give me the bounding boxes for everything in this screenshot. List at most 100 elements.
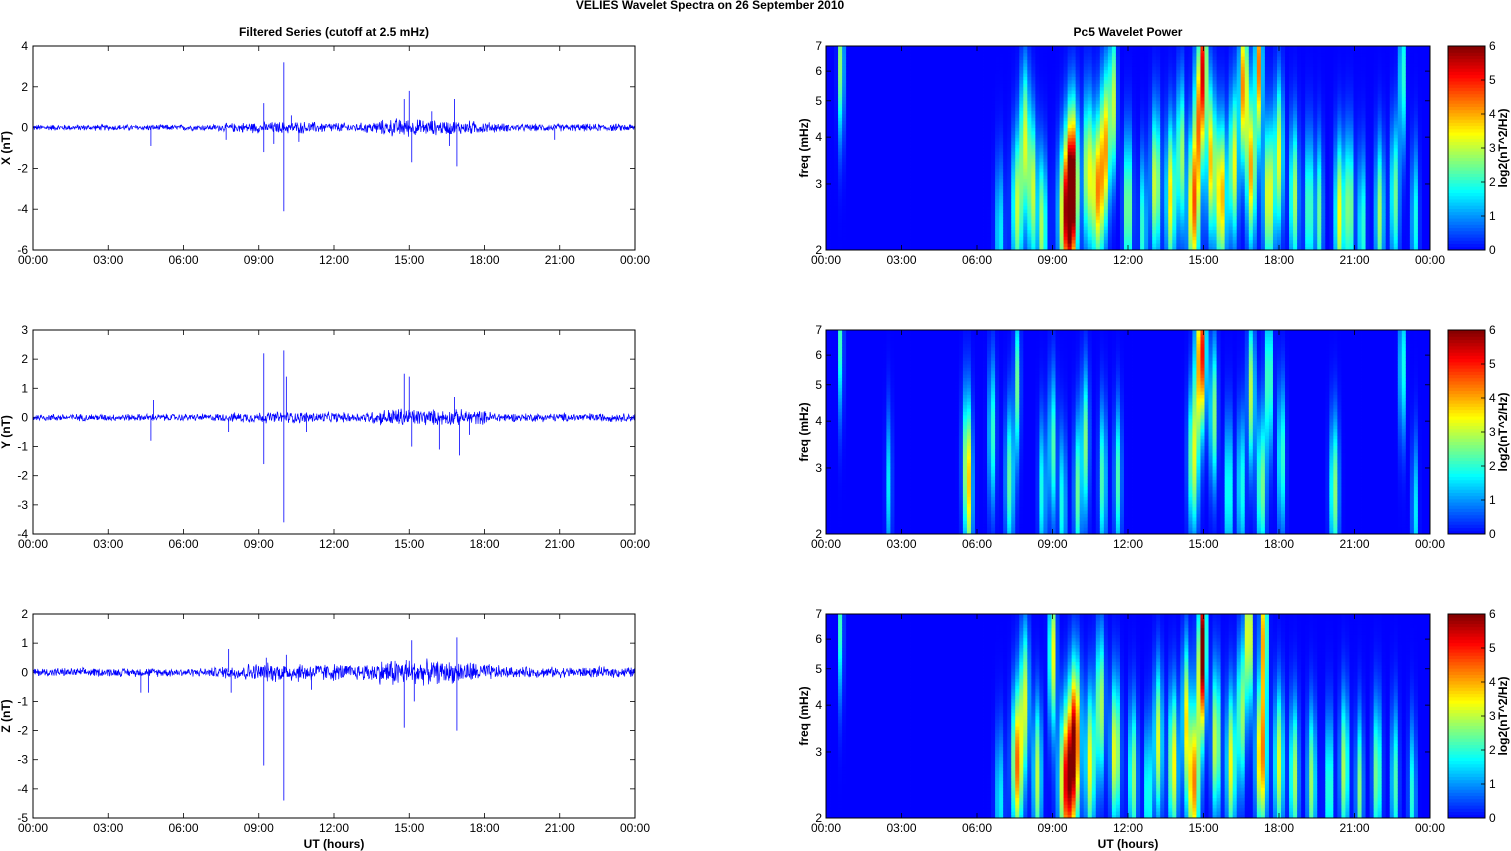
heatmap-cell [826,77,830,81]
heatmap-cell [907,226,911,230]
heatmap-cell [903,100,907,104]
heatmap-cell [878,196,882,200]
heatmap-cell [882,145,886,149]
heatmap-cell [874,100,878,104]
heatmap-cell [850,124,854,128]
heatmap-cell [967,56,971,60]
heatmap-cell [830,49,834,53]
heatmap-cell [911,192,915,196]
heatmap-cell [1072,80,1076,84]
heatmap-cell [911,240,915,244]
heatmap-cell [907,70,911,74]
heatmap-cell [991,226,995,230]
heatmap-cell [943,128,947,132]
heatmap-cell [939,73,943,77]
heatmap-cell [995,46,999,50]
heatmap-cell [1019,77,1023,81]
heatmap-cell [991,107,995,111]
heatmap-cell [955,175,959,179]
heatmap-cell [1011,53,1015,57]
heatmap-cell [995,70,999,74]
heatmap-cell [1084,128,1088,132]
heatmap-cell [963,56,967,60]
heatmap-cell [1003,94,1007,98]
heatmap-cell [939,53,943,57]
heatmap-cell [1019,94,1023,98]
heatmap-cell [1064,233,1068,237]
heatmap-cell [1051,117,1055,121]
heatmap-cell [838,189,842,193]
heatmap-cell [838,97,842,101]
heatmap-cell [1007,131,1011,135]
x-tick-label: 00:00 [620,253,650,267]
plot-area [33,330,635,534]
heatmap-cell [1112,90,1116,94]
heatmap-cell [1051,56,1055,60]
heatmap-cell [939,189,943,193]
heatmap-cell [999,155,1003,159]
heatmap-cell [1072,243,1076,247]
heatmap-cell [1076,145,1080,149]
heatmap-cell [955,223,959,227]
heatmap-cell [834,196,838,200]
heatmap-cell [1031,87,1035,91]
heatmap-cell [870,233,874,237]
heatmap-cell [886,53,890,57]
heatmap-cell [830,56,834,60]
heatmap-cell [862,90,866,94]
heatmap-cell [1108,162,1112,166]
heatmap-cell [931,94,935,98]
heatmap-cell [1035,114,1039,118]
heatmap-cell [1108,175,1112,179]
heatmap-cell [870,131,874,135]
heatmap-cell [1096,97,1100,101]
heatmap-cell [1088,117,1092,121]
heatmap-cell [898,233,902,237]
heatmap-cell [943,49,947,53]
heatmap-cell [1068,114,1072,118]
heatmap-cell [919,185,923,189]
heatmap-cell [1076,114,1080,118]
heatmap-cell [1076,80,1080,84]
heatmap-cell [1084,175,1088,179]
heatmap-cell [939,236,943,240]
heatmap-cell [983,236,987,240]
heatmap-cell [955,226,959,230]
heatmap-cell [882,128,886,132]
heatmap-cell [850,145,854,149]
heatmap-cell [999,182,1003,186]
heatmap-cell [1060,243,1064,247]
heatmap-cell [838,83,842,87]
heatmap-cell [834,172,838,176]
heatmap-cell [1084,219,1088,223]
heatmap-cell [991,155,995,159]
heatmap-cell [999,189,1003,193]
heatmap-cell [1035,199,1039,203]
heatmap-cell [903,56,907,60]
heatmap-cell [894,168,898,172]
heatmap-cell [987,128,991,132]
heatmap-cell [854,182,858,186]
heatmap-cell [1068,223,1072,227]
heatmap-cell [866,138,870,142]
heatmap-cell [931,199,935,203]
heatmap-cell [826,155,830,159]
heatmap-cell [927,100,931,104]
heatmap-cell [1088,182,1092,186]
heatmap-cell [1031,145,1035,149]
heatmap-cell [898,131,902,135]
heatmap-cell [1047,226,1051,230]
heatmap-cell [975,162,979,166]
heatmap-cell [991,80,995,84]
heatmap-cell [830,124,834,128]
heatmap-cell [903,175,907,179]
heatmap-cell [919,192,923,196]
heatmap-cell [943,138,947,142]
heatmap-cell [1076,53,1080,57]
heatmap-cell [1084,213,1088,217]
heatmap-cell [935,233,939,237]
heatmap-cell [967,158,971,162]
heatmap-cell [915,202,919,206]
heatmap-cell [1064,189,1068,193]
heatmap-cell [1072,124,1076,128]
